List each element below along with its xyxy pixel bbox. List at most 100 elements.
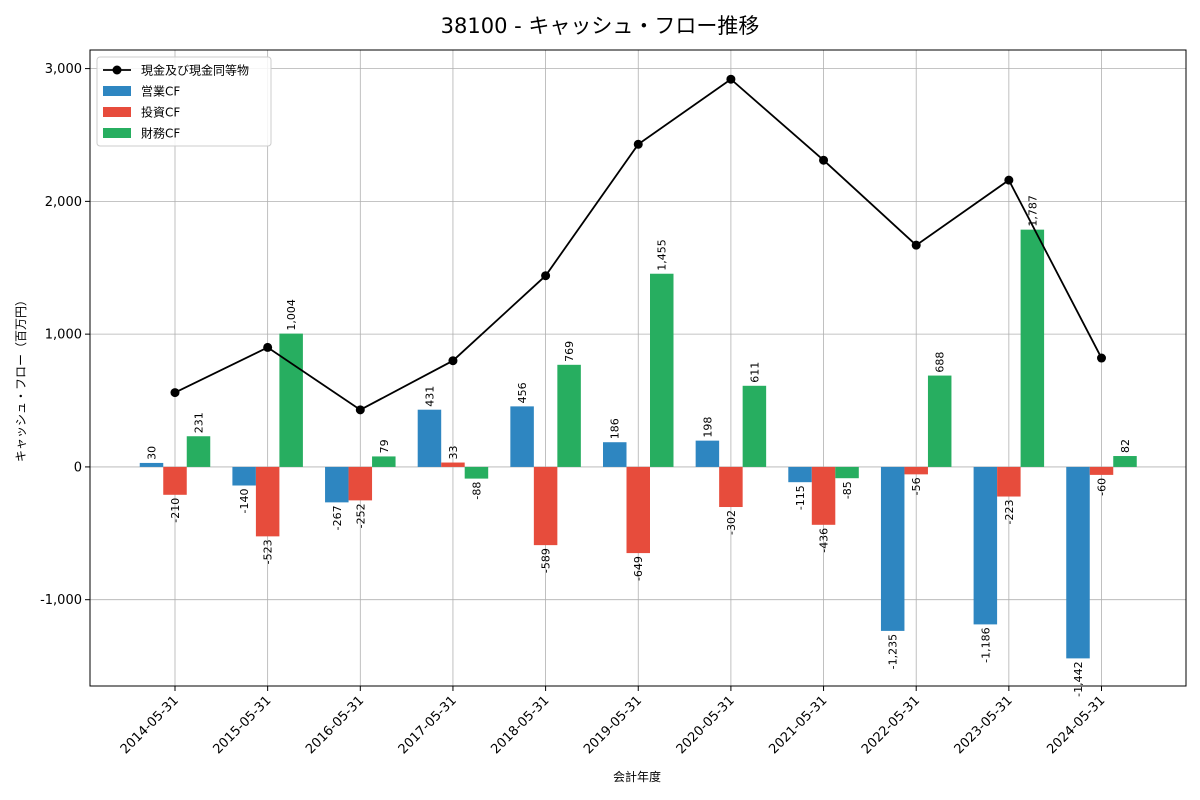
x-tick-label: 2022-05-31	[859, 693, 923, 757]
bar-value-label: 1,787	[1026, 195, 1039, 227]
bar-value-label: 198	[701, 417, 714, 438]
legend-bar-swatch	[103, 86, 131, 96]
x-axis-ticks: 2014-05-31 2015-05-31 2016-05-31 2017-05-31…	[118, 686, 1108, 757]
bar-value-label: -85	[841, 481, 854, 499]
bar-value-label: 82	[1119, 439, 1132, 453]
bar-value-label: -140	[238, 489, 251, 514]
legend-label-cash: 現金及び現金同等物	[141, 63, 249, 78]
legend-bar-swatch	[103, 107, 131, 117]
bar-financing	[557, 364, 581, 467]
bar-value-label: -210	[169, 498, 182, 523]
bar-financing	[1113, 456, 1137, 467]
cash-line-point	[911, 240, 921, 250]
legend-box	[96, 56, 272, 147]
bar-value-label: 30	[146, 446, 159, 460]
x-axis-label: 会計年度	[613, 769, 661, 784]
bar-value-label: 688	[934, 352, 947, 373]
y-axis-ticks: -1,000 0 1,000 2,000 3,000	[40, 62, 90, 608]
bar-value-label: -1,235	[887, 634, 900, 669]
bar-operating	[139, 462, 164, 467]
bar-value-label: -56	[910, 477, 923, 495]
bar-operating	[510, 406, 534, 467]
bar-financing	[372, 456, 396, 467]
cash-line-point	[541, 271, 551, 281]
legend-line-marker	[112, 65, 122, 75]
bar-value-label: -267	[331, 505, 344, 530]
bar-value-label: -523	[262, 539, 275, 564]
bar-investing	[255, 466, 280, 537]
x-tick-label: 2014-05-31	[118, 693, 182, 757]
bar-financing	[835, 466, 859, 479]
bar-investing	[626, 466, 650, 554]
bar-operating	[1066, 466, 1090, 659]
x-tick-label: 2024-05-31	[1044, 693, 1108, 757]
bar-value-label: -115	[794, 485, 807, 510]
x-tick-label: 2019-05-31	[581, 693, 645, 757]
bar-labels: 30 -140 -267 431 456 186 198 -115 -1,235 -1,186 -1…	[146, 195, 1133, 697]
cash-line-point	[633, 139, 643, 149]
bar-value-label: -302	[725, 510, 738, 535]
bar-value-label: 33	[447, 446, 460, 460]
bar-investing	[533, 466, 558, 546]
bar-value-label: -436	[818, 528, 831, 553]
bar-value-label: 186	[609, 418, 622, 439]
bar-financing	[186, 436, 211, 467]
bar-value-label: 769	[563, 341, 576, 362]
cash-line-point	[819, 155, 829, 165]
x-tick-label: 2021-05-31	[766, 693, 830, 757]
y-tick-label: 3,000	[45, 62, 82, 77]
y-tick-label: -1,000	[40, 593, 82, 608]
bar-value-label: -1,442	[1072, 661, 1085, 696]
cash-line-point	[263, 342, 273, 352]
bar-investing	[811, 466, 836, 525]
bar-financing	[927, 375, 952, 467]
chart-title: 38100 - キャッシュ・フロー推移	[441, 14, 760, 38]
bar-value-label: 231	[193, 412, 206, 433]
y-axis-label: キャッシュ・フロー（百万円）	[14, 294, 28, 462]
x-tick-label: 2023-05-31	[952, 693, 1016, 757]
legend-label: 投資CF	[141, 105, 180, 120]
bar-value-label: 456	[516, 382, 529, 403]
bar-operating	[603, 442, 627, 467]
bar-investing	[441, 462, 465, 467]
x-tick-label: 2016-05-31	[303, 693, 367, 757]
legend-label: 営業CF	[141, 85, 180, 99]
cash-line-point	[1097, 353, 1106, 363]
cash-line-point	[726, 74, 736, 84]
bar-investing	[1089, 466, 1114, 475]
bar-investing	[904, 466, 928, 475]
bar-financing	[464, 466, 489, 479]
cash-line	[170, 74, 1106, 415]
bar-investing	[997, 466, 1021, 497]
bar-value-label: 79	[378, 439, 391, 453]
bars	[139, 229, 1137, 659]
bar-value-label: 431	[423, 386, 436, 407]
bar-value-label: -1,186	[979, 627, 992, 662]
bar-value-label: -252	[354, 503, 367, 528]
cash-line-point	[170, 388, 180, 398]
bar-operating	[232, 466, 256, 486]
bar-financing	[1020, 229, 1045, 467]
bar-operating	[695, 440, 720, 467]
bar-value-label: -589	[540, 548, 553, 573]
bar-operating	[973, 466, 998, 625]
grid	[90, 50, 1186, 686]
bar-operating	[417, 409, 442, 467]
bar-operating	[788, 466, 812, 483]
x-tick-label: 2015-05-31	[210, 693, 274, 757]
y-tick-label: 0	[74, 460, 82, 475]
cash-line-point	[448, 356, 458, 366]
bar-investing	[348, 466, 373, 501]
legend-bar-swatch	[103, 128, 131, 138]
bar-operating	[880, 466, 905, 631]
x-tick-label: 2017-05-31	[396, 693, 460, 757]
bar-financing	[650, 273, 674, 467]
bar-value-label: 1,455	[656, 239, 669, 271]
legend-label: 財務CF	[141, 126, 180, 141]
x-tick-label: 2018-05-31	[488, 693, 552, 757]
bar-financing	[279, 333, 303, 467]
bar-value-label: -88	[470, 482, 483, 500]
bar-investing	[719, 466, 743, 508]
